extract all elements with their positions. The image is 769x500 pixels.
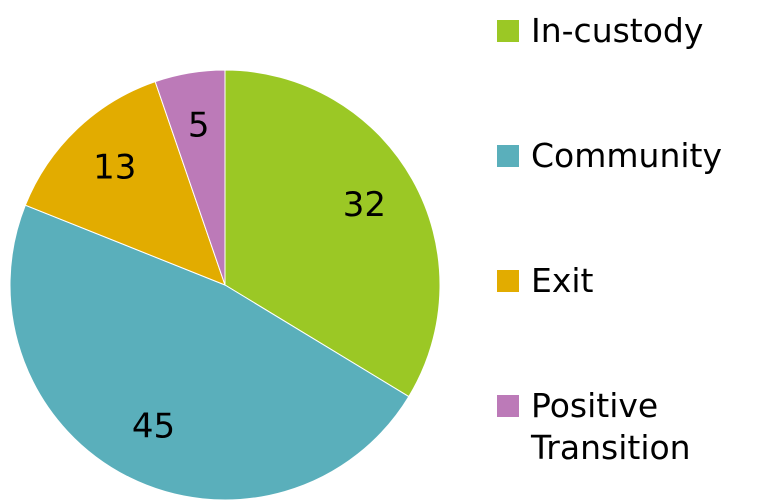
data-label: 45 bbox=[132, 407, 175, 447]
legend-label: Community bbox=[531, 136, 722, 175]
pie-slice bbox=[9, 204, 410, 500]
legend-label: Positive Transition bbox=[531, 386, 691, 467]
legend-item: Community bbox=[497, 135, 761, 177]
pie-slice bbox=[224, 69, 441, 398]
legend-item: Positive Transition bbox=[497, 385, 761, 469]
data-label: 13 bbox=[93, 148, 136, 188]
legend-label: Exit bbox=[531, 261, 594, 300]
legend-swatch bbox=[497, 20, 519, 42]
legend-item: In-custody bbox=[497, 10, 761, 52]
legend-item: Exit bbox=[497, 260, 761, 302]
legend-swatch bbox=[497, 395, 519, 417]
data-label: 32 bbox=[343, 185, 386, 225]
legend: In-custody Community Exit Positive Transiti… bbox=[497, 0, 769, 500]
pie-slice bbox=[154, 69, 226, 286]
legend-swatch bbox=[497, 145, 519, 167]
pie-slice bbox=[24, 81, 226, 286]
data-label: 5 bbox=[188, 106, 210, 146]
legend-label: In-custody bbox=[531, 11, 704, 50]
legend-swatch bbox=[497, 270, 519, 292]
